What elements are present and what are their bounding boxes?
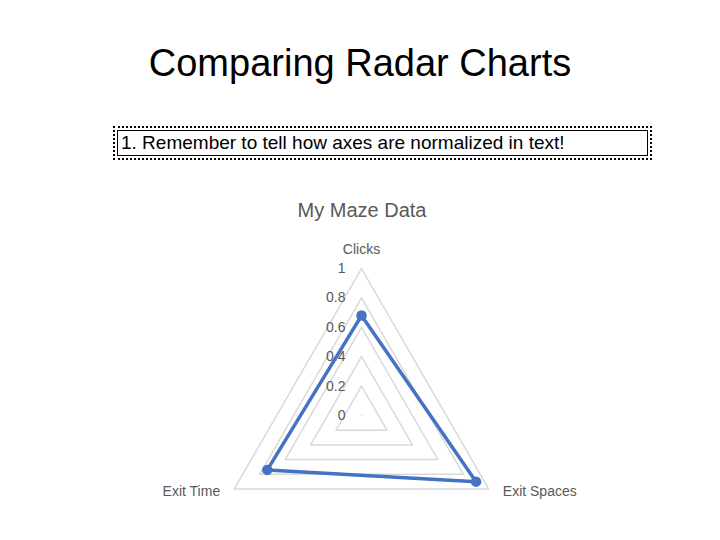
svg-text:0: 0 bbox=[338, 407, 346, 423]
html-text:Comparing Radar Charts: Comparing Radar Charts bbox=[148, 42, 572, 84]
html-text:My Maze Data: My Maze Data bbox=[297, 199, 427, 221]
html-text:1. Remember to tell how axes a: 1. Remember to tell how axes are normali… bbox=[121, 132, 565, 153]
svg-text:1: 1 bbox=[338, 260, 346, 276]
svg-text:0.6: 0.6 bbox=[326, 319, 346, 335]
svg-text:Exit Spaces: Exit Spaces bbox=[503, 483, 577, 499]
svg-text:Exit Time: Exit Time bbox=[163, 483, 221, 499]
svg-text:0.2: 0.2 bbox=[326, 378, 346, 394]
svg-text:Clicks: Clicks bbox=[343, 241, 380, 257]
svg-text:0.8: 0.8 bbox=[326, 289, 346, 305]
svg-text:0.4: 0.4 bbox=[326, 348, 346, 365]
